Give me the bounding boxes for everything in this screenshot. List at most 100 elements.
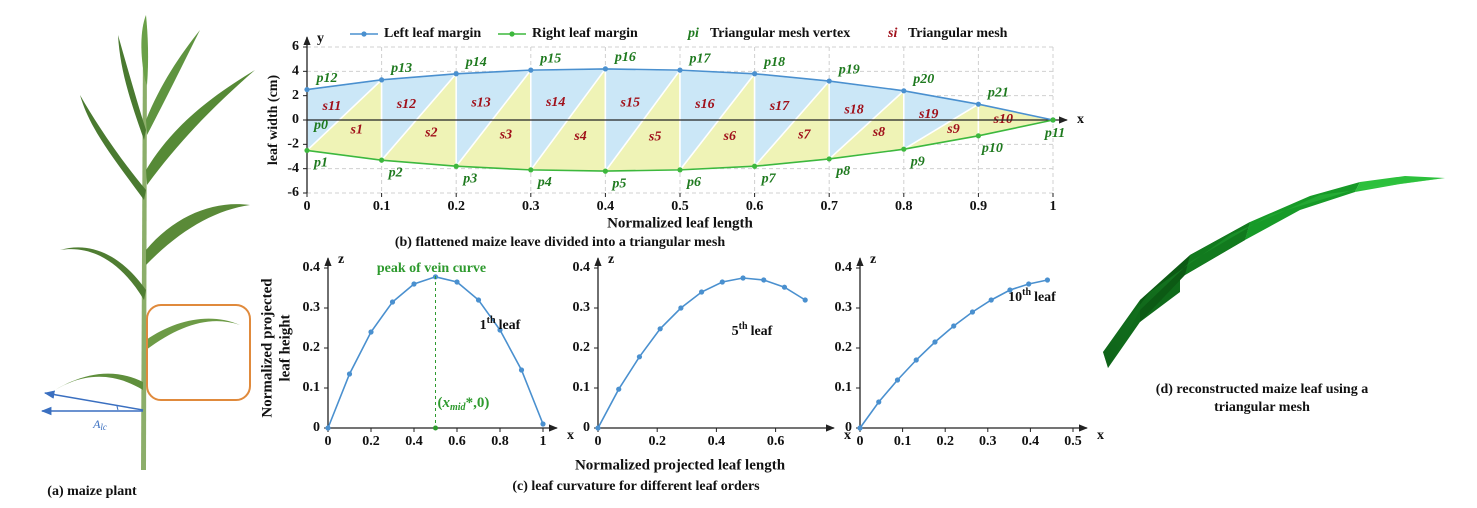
series-line	[597, 277, 806, 429]
data-point	[975, 101, 982, 107]
data-point	[636, 354, 643, 360]
mesh-label: s3	[499, 128, 512, 143]
mesh-label: s16	[694, 97, 714, 112]
y-tick-label: 0.1	[303, 380, 321, 395]
mark-label-open: (	[438, 395, 443, 411]
vertex-label: p17	[689, 51, 712, 66]
x-tick-label: 0.4	[708, 434, 726, 449]
x-tick-label: 0.5	[671, 199, 689, 214]
y-tick-label: 0.2	[835, 340, 853, 355]
legend-dot	[509, 31, 515, 37]
y-axis-title: leaf height	[277, 314, 293, 381]
data-point	[1050, 117, 1056, 123]
data-point	[969, 309, 976, 315]
vertex-label: p19	[838, 62, 860, 77]
leaf-label-num: 1	[480, 318, 487, 333]
mesh-label: s18	[843, 102, 863, 117]
data-point	[657, 326, 663, 332]
caption-d-line: (d) reconstructed maize leaf using a	[1156, 382, 1368, 397]
y-axis-title: Normalized projected	[259, 278, 275, 418]
y-tick-label: 0.3	[303, 300, 321, 315]
y-axis-letter: z	[608, 252, 614, 267]
data-point	[497, 327, 503, 333]
y-axis-letter: y	[317, 31, 324, 46]
x-tick-label: 0.4	[597, 199, 615, 214]
y-tick-label: -2	[287, 137, 299, 152]
x-tick-label: 0.6	[746, 199, 764, 214]
data-point	[616, 386, 622, 392]
y-tick-label: 0.4	[303, 260, 321, 275]
vertex-label: p0	[313, 118, 328, 133]
mesh-label: s11	[322, 99, 342, 114]
data-point	[528, 67, 534, 73]
mesh-label: s2	[424, 126, 437, 141]
data-point	[453, 163, 459, 169]
leaf-label-sup: th	[1022, 287, 1031, 298]
x-tick-label: 0	[857, 434, 864, 449]
data-point	[602, 168, 609, 174]
x-tick-label: 0.2	[362, 434, 380, 449]
data-point	[781, 284, 788, 290]
mesh-label: s15	[620, 96, 640, 111]
data-point	[857, 425, 863, 431]
mark-label-sub: mid	[450, 402, 467, 413]
leaf-label: 5th leaf	[732, 321, 773, 339]
data-point	[595, 425, 601, 431]
caption-a: (a) maize plant	[47, 484, 137, 499]
data-point	[740, 275, 746, 281]
y-tick-label: 4	[292, 64, 299, 79]
x-tick-label: 0.8	[895, 199, 913, 214]
x-axis-title: Normalized projected leaf length	[575, 457, 786, 473]
leaf-label-num: 10	[1008, 290, 1022, 305]
vertex-label: p16	[614, 50, 636, 65]
data-point	[752, 71, 758, 77]
mesh-label: s5	[648, 129, 661, 144]
data-point	[528, 167, 534, 173]
data-point	[602, 66, 609, 72]
legend-label: Right leaf margin	[532, 26, 638, 41]
legend-dot	[361, 31, 367, 37]
leaf-label: 10th leaf	[1008, 287, 1056, 305]
x-tick-label: 0.9	[970, 199, 988, 214]
x-tick-label: 0.2	[648, 434, 666, 449]
y-tick-label: 6	[292, 39, 299, 54]
vertex-label: p14	[465, 55, 487, 70]
vertex-label: p12	[316, 71, 338, 86]
x-tick-label: 0.6	[448, 434, 466, 449]
data-point	[304, 86, 310, 93]
y-tick-label: 0.2	[573, 340, 591, 355]
data-point	[901, 146, 907, 152]
mesh-label: s1	[350, 122, 363, 137]
y-tick-label: 0.3	[835, 300, 853, 315]
data-point	[368, 329, 374, 335]
x-tick-label: 0.8	[491, 434, 509, 449]
leaf-label-num: 5	[732, 324, 739, 339]
data-point	[454, 279, 460, 285]
data-point	[540, 421, 546, 427]
data-point	[894, 377, 901, 383]
data-point	[475, 297, 482, 303]
x-tick-label: 0.1	[373, 199, 391, 214]
y-tick-label: -4	[287, 161, 299, 176]
mesh-label: s14	[545, 95, 565, 110]
y-tick-label: 0	[292, 112, 299, 127]
data-point	[719, 279, 725, 285]
data-point	[826, 78, 832, 84]
mesh-label: s6	[723, 129, 736, 144]
mark-label-var: x	[442, 395, 451, 411]
vertex-label: p15	[539, 51, 561, 66]
x-axis-letter: x	[567, 428, 574, 443]
vertex-label: p6	[686, 175, 701, 190]
y-tick-label: 0.1	[573, 380, 591, 395]
vertex-label: p18	[763, 55, 785, 70]
mesh-label: s4	[573, 129, 586, 144]
angle-label-sub: lc	[100, 422, 107, 432]
x-tick-label: 1	[540, 434, 547, 449]
y-axis-letter: z	[338, 252, 344, 267]
series-line	[327, 275, 544, 429]
x-tick-label: 0.7	[820, 199, 838, 214]
peak-marker	[433, 425, 438, 431]
vertex-label: p21	[987, 85, 1009, 100]
y-tick-label: 0.4	[573, 260, 591, 275]
data-point	[761, 277, 767, 283]
